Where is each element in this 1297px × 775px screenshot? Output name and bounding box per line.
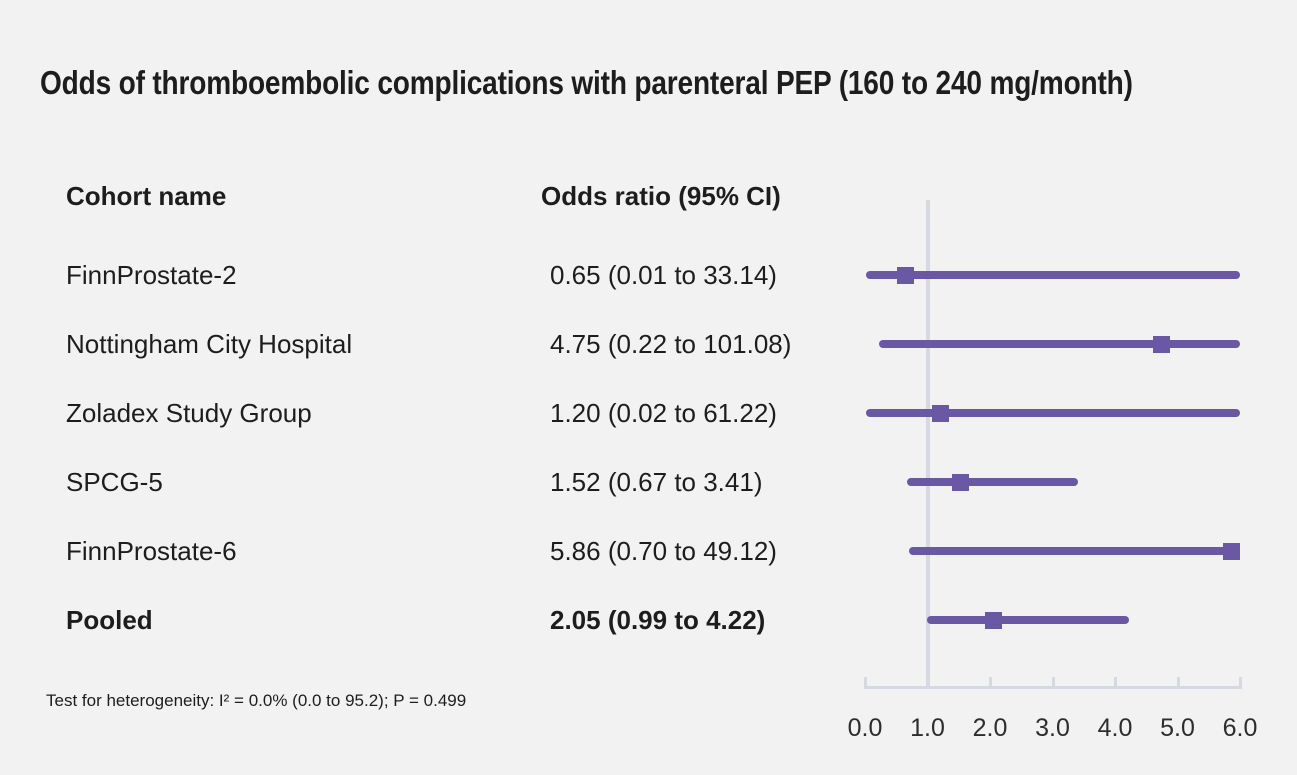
x-axis-tick-label: 6.0 [1222, 714, 1258, 742]
or-marker [1222, 542, 1240, 560]
odds-ratio-value: 1.20 (0.02 to 61.22) [550, 398, 777, 428]
x-axis-tick [1239, 677, 1242, 686]
cohort-label: FinnProstate-2 [66, 260, 237, 290]
ci-line [866, 409, 1240, 417]
column-header-odds-ratio: Odds ratio (95% CI) [541, 181, 781, 211]
or-marker [931, 404, 949, 422]
ci-line [878, 340, 1240, 348]
or-marker [951, 473, 969, 491]
or-marker [897, 266, 915, 284]
odds-ratio-value: 4.75 (0.22 to 101.08) [550, 329, 792, 359]
odds-ratio-value: 2.05 (0.99 to 4.22) [550, 605, 766, 635]
ci-line [865, 271, 1240, 279]
or-marker [984, 611, 1002, 629]
x-axis-tick-label: 0.0 [847, 714, 883, 742]
figure-title: Odds of thromboembolic complications wit… [40, 64, 1133, 101]
ci-line [906, 478, 1079, 486]
cohort-label: Zoladex Study Group [66, 398, 312, 428]
x-axis-tick [864, 677, 867, 686]
cohort-label: Nottingham City Hospital [66, 329, 353, 359]
cohort-label: Pooled [66, 605, 153, 635]
x-axis-tick-label: 5.0 [1160, 714, 1195, 742]
x-axis-tick-label: 1.0 [910, 714, 945, 742]
cohort-label: FinnProstate-6 [66, 536, 237, 566]
x-axis-tick-label: 2.0 [972, 714, 1008, 742]
x-axis-tick [989, 677, 992, 686]
x-axis-tick [1051, 677, 1055, 686]
or-marker [1153, 335, 1171, 353]
ci-line [926, 616, 1129, 624]
x-axis-tick-label: 3.0 [1035, 714, 1070, 742]
x-axis-line [864, 686, 1242, 689]
ci-line [908, 547, 1240, 555]
column-header-cohort: Cohort name [66, 181, 227, 211]
odds-ratio-value: 0.65 (0.01 to 33.14) [550, 260, 777, 290]
x-axis-tick [1176, 677, 1180, 686]
odds-ratio-value: 5.86 (0.70 to 49.12) [550, 536, 777, 566]
cohort-label: SPCG-5 [66, 467, 163, 497]
x-axis-tick-label: 4.0 [1097, 714, 1133, 742]
heterogeneity-note: Test for heterogeneity: I² = 0.0% (0.0 t… [46, 691, 467, 710]
reference-line [925, 200, 930, 689]
odds-ratio-value: 1.52 (0.67 to 3.41) [550, 467, 763, 497]
x-axis-tick [1114, 677, 1117, 686]
